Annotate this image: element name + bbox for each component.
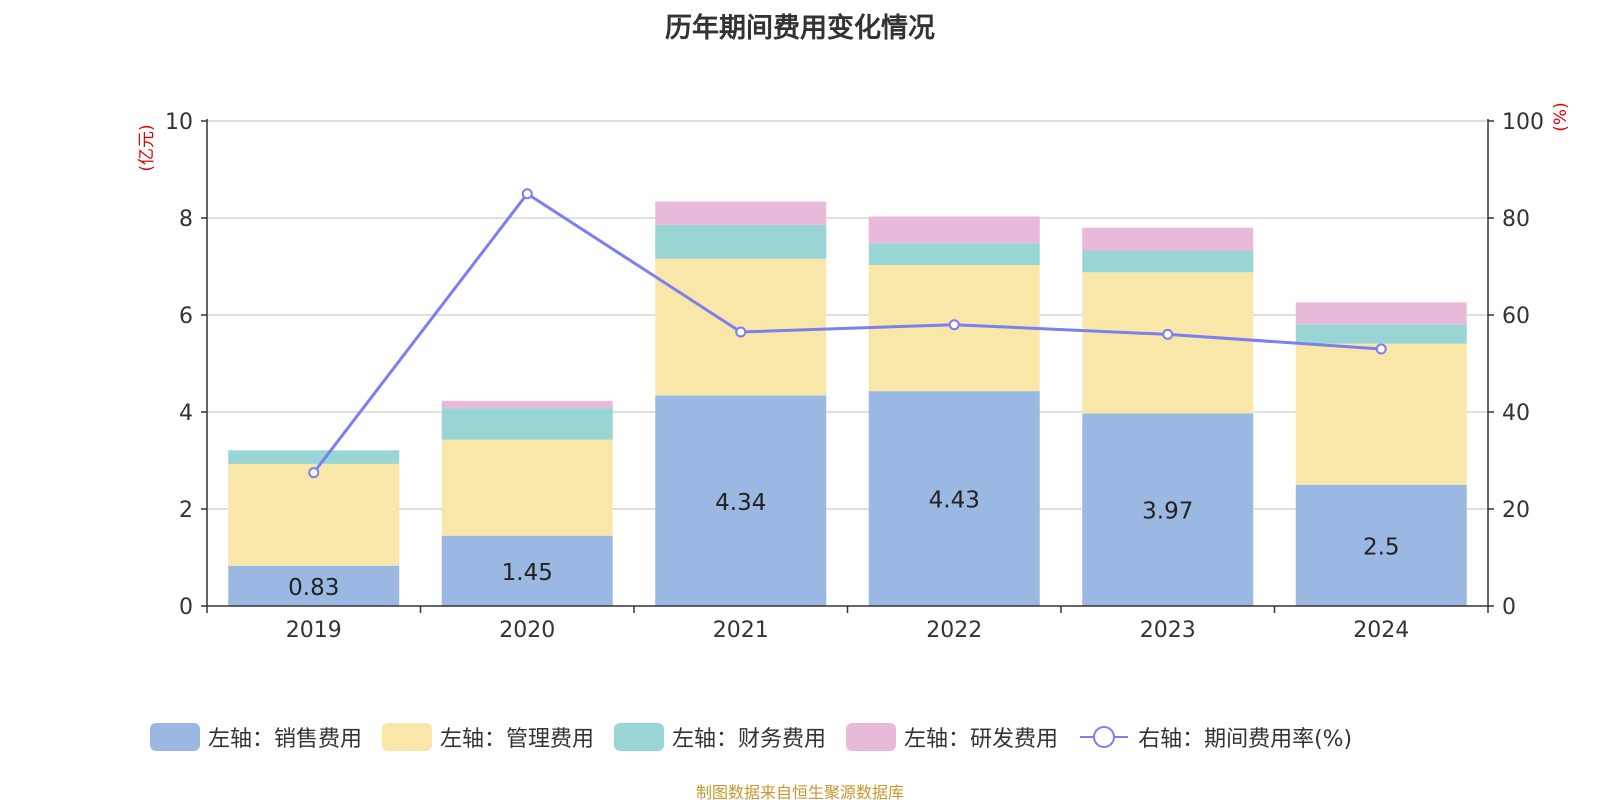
legend: 左轴：销售费用 左轴：管理费用 左轴：财务费用 左轴：研发费用 右轴：期间费用率… (150, 720, 1372, 754)
right-axis-tick-label: 20 (1502, 498, 1530, 523)
x-axis-tick-label: 2022 (926, 618, 982, 643)
expense-rate-point (1375, 343, 1387, 355)
data-source-note: 制图数据来自恒生聚源数据库 (695, 783, 904, 802)
right-axis-tick-label: 0 (1502, 595, 1516, 620)
legend-swatch-rnd (846, 723, 897, 751)
x-axis-tick-label: 2024 (1353, 618, 1409, 643)
bar-data-label: 0.83 (288, 575, 339, 601)
right-axis-tick-label: 40 (1502, 401, 1530, 426)
bar-segment-sales (868, 391, 1040, 606)
bar-segment-finance (1295, 324, 1467, 344)
x-axis-tick-label: 2023 (1140, 618, 1196, 643)
left-axis-tick-label: 4 (179, 401, 193, 426)
bar-data-label: 2.5 (1363, 534, 1400, 560)
bar-segment-rnd (655, 201, 827, 225)
left-axis-tick-label: 6 (179, 304, 193, 329)
bar-segment-admin (1295, 343, 1467, 485)
legend-item-expense-rate[interactable]: 右轴：期间费用率(%) (1078, 721, 1352, 753)
legend-swatch-admin (382, 723, 433, 751)
bar-segment-rnd (868, 216, 1040, 244)
bar-data-label: 3.97 (1142, 499, 1193, 525)
left-axis-tick-label: 10 (165, 110, 193, 135)
x-axis-tick-label: 2020 (499, 618, 555, 643)
x-axis-tick-label: 2019 (286, 618, 342, 643)
legend-swatch-sales (150, 723, 200, 751)
chart-title: 历年期间费用变化情况 (665, 13, 935, 44)
left-axis-tick-label: 8 (179, 207, 193, 232)
legend-label-sales: 左轴：销售费用 (208, 727, 363, 752)
expense-rate-point (1162, 328, 1174, 340)
x-axis-tick-label: 2021 (713, 618, 769, 643)
legend-label-rnd: 左轴：研发费用 (904, 727, 1059, 752)
bar-segment-sales (1082, 413, 1254, 606)
right-axis-unit-label: (%) (1551, 102, 1571, 131)
left-axis-unit-label: (亿元) (137, 124, 157, 171)
bar-segment-sales (441, 535, 613, 606)
bar-segment-rnd (1082, 227, 1254, 251)
expense-rate-point (735, 326, 747, 338)
bar-segment-rnd (1295, 302, 1467, 325)
bar-segment-finance (868, 243, 1040, 266)
left-axis-tick-label: 0 (179, 595, 193, 620)
left-axis-tick-label: 2 (179, 498, 193, 523)
bar-segment-admin (228, 463, 400, 566)
bar-segment-finance (441, 408, 613, 440)
bar-segment-sales (655, 395, 827, 606)
legend-label-finance: 左轴：财务费用 (672, 727, 827, 752)
bar-segment-admin (441, 439, 613, 536)
legend-item-rnd[interactable]: 左轴：研发费用 (846, 721, 1058, 753)
legend-label-expense-rate: 右轴：期间费用率(%) (1138, 727, 1353, 752)
expense-rate-point (521, 188, 533, 200)
bar-segment-sales (1295, 484, 1467, 606)
bar-segment-finance (228, 450, 400, 464)
right-axis-tick-label: 60 (1502, 304, 1530, 329)
legend-swatch-finance (614, 723, 665, 751)
right-axis-tick-label: 100 (1502, 110, 1544, 135)
expense-rate-line (312, 191, 1382, 474)
expense-rate-point (948, 319, 960, 331)
bar-data-label: 4.34 (715, 490, 766, 516)
legend-item-admin[interactable]: 左轴：管理费用 (382, 721, 594, 753)
expense-rate-point (308, 467, 320, 479)
bar-data-label: 4.43 (929, 488, 980, 514)
legend-item-finance[interactable]: 左轴：财务费用 (614, 721, 826, 753)
bar-segment-admin (1082, 272, 1254, 414)
bar-segment-rnd (441, 400, 613, 409)
legend-swatch-expense-rate (1080, 726, 1129, 748)
bar-segment-finance (1082, 250, 1254, 273)
legend-label-admin: 左轴：管理费用 (440, 727, 595, 752)
right-axis-tick-label: 80 (1502, 207, 1530, 232)
bar-data-label: 1.45 (502, 560, 553, 586)
bar-segment-finance (655, 224, 827, 259)
legend-item-sales[interactable]: 左轴：销售费用 (150, 721, 362, 753)
bar-segment-sales (228, 565, 400, 606)
